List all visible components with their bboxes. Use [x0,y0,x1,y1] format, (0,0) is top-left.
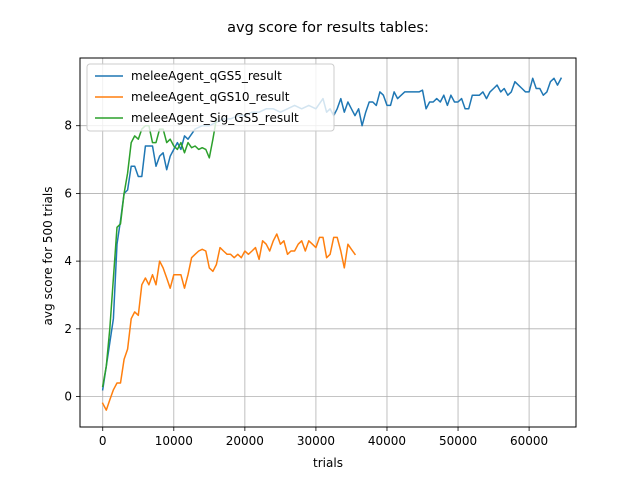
legend: meleeAgent_qGS5_result meleeAgent_qGS10_… [86,63,335,132]
legend-label-qgs5: meleeAgent_qGS5_result [131,69,282,83]
plot-frame [79,57,577,428]
y-tick-label: 0 [64,390,72,404]
x-tick-label: 10000 [155,434,193,448]
x-tick-label: 0 [99,434,107,448]
legend-box [86,63,335,132]
y-tick-label: 6 [64,186,72,200]
x-tick-label: 60000 [510,434,548,448]
legend-label-sig-gs5: meleeAgent_Sig_GS5_result [131,111,299,125]
y-tick-label: 4 [64,254,72,268]
x-tick-label: 40000 [368,434,406,448]
x-axis-label: trials [313,456,343,470]
series-line-qgs5 [101,77,563,391]
y-tick-label: 8 [64,119,72,133]
x-tick-label: 20000 [226,434,264,448]
y-tick-label: 2 [64,322,72,336]
y-axis-label: avg score for 500 trials [41,187,55,326]
legend-label-qgs10: meleeAgent_qGS10_result [131,90,290,104]
x-tick-label: 30000 [297,434,335,448]
x-tick-label: 50000 [439,434,477,448]
chart-title: avg score for results tables: [227,20,429,36]
series-line-qgs10 [101,233,357,411]
axis-ticks: 0 10000 20000 30000 40000 50000 60000 0 2 4 6 8 [64,119,548,448]
